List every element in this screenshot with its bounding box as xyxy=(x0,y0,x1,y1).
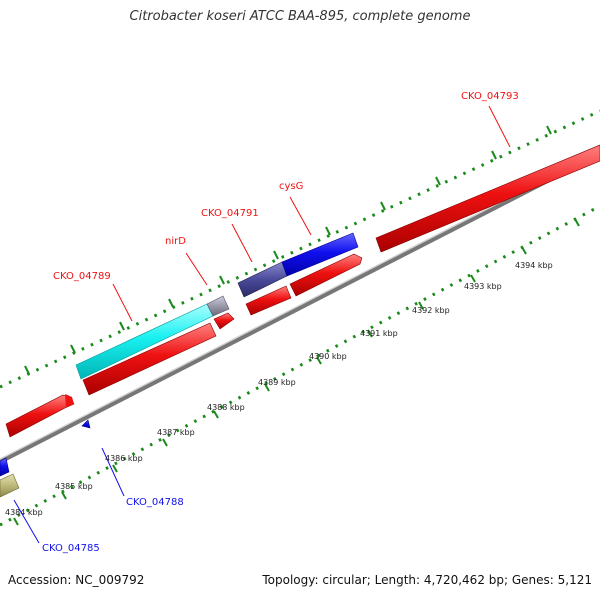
gene-cko04785-blue xyxy=(0,457,10,477)
gene-arrow-small xyxy=(213,312,235,330)
gene-cko04793 xyxy=(375,144,600,253)
scale-4393: 4393 kbp xyxy=(464,282,502,291)
scale-4391: 4391 kbp xyxy=(360,329,398,338)
label-cko04791: CKO_04791 xyxy=(201,208,259,219)
label-leaders xyxy=(13,105,511,544)
scale-4394: 4394 kbp xyxy=(515,261,553,270)
genome-summary-text: Topology: circular; Length: 4,720,462 bp… xyxy=(262,573,592,587)
scale-4389: 4389 kbp xyxy=(258,378,296,387)
scale-4384: 4384 kbp xyxy=(5,508,43,517)
gene-cysg xyxy=(281,232,359,277)
map-title: Citrobacter koseri ATCC BAA-895, complet… xyxy=(129,9,471,24)
label-nird: nirD xyxy=(165,236,186,247)
outer-major-ticks xyxy=(24,125,552,375)
label-cko04789: CKO_04789 xyxy=(53,271,111,282)
gene-arrow-long xyxy=(289,253,363,297)
accession-text: Accession: NC_009792 xyxy=(8,573,145,587)
gene-cko04788 xyxy=(81,419,91,429)
label-cko04793: CKO_04793 xyxy=(461,91,519,102)
genome-backbone xyxy=(0,152,600,464)
gene-arrow-mid xyxy=(82,322,217,396)
scale-4387: 4387 kbp xyxy=(157,428,195,437)
scale-4385: 4385 kbp xyxy=(55,482,93,491)
outer-tick-ring xyxy=(0,109,600,389)
label-cko04788: CKO_04788 xyxy=(126,497,184,508)
scale-labels: 4384 kbp 4385 kbp 4386 kbp 4387 kbp 4388… xyxy=(5,261,553,517)
label-cko04785: CKO_04785 xyxy=(42,543,100,554)
scale-4388: 4388 kbp xyxy=(207,403,245,412)
gene-nird xyxy=(206,295,230,317)
gene-cko04785 xyxy=(0,473,20,498)
gene-arrow-small-2 xyxy=(245,285,292,316)
scale-4392: 4392 kbp xyxy=(412,306,450,315)
scale-4386: 4386 kbp xyxy=(105,454,143,463)
label-cysg: cysG xyxy=(279,181,303,192)
gene-arrow-tiny xyxy=(65,394,74,407)
inner-major-ticks xyxy=(13,218,580,526)
scale-4390: 4390 kbp xyxy=(309,352,347,361)
